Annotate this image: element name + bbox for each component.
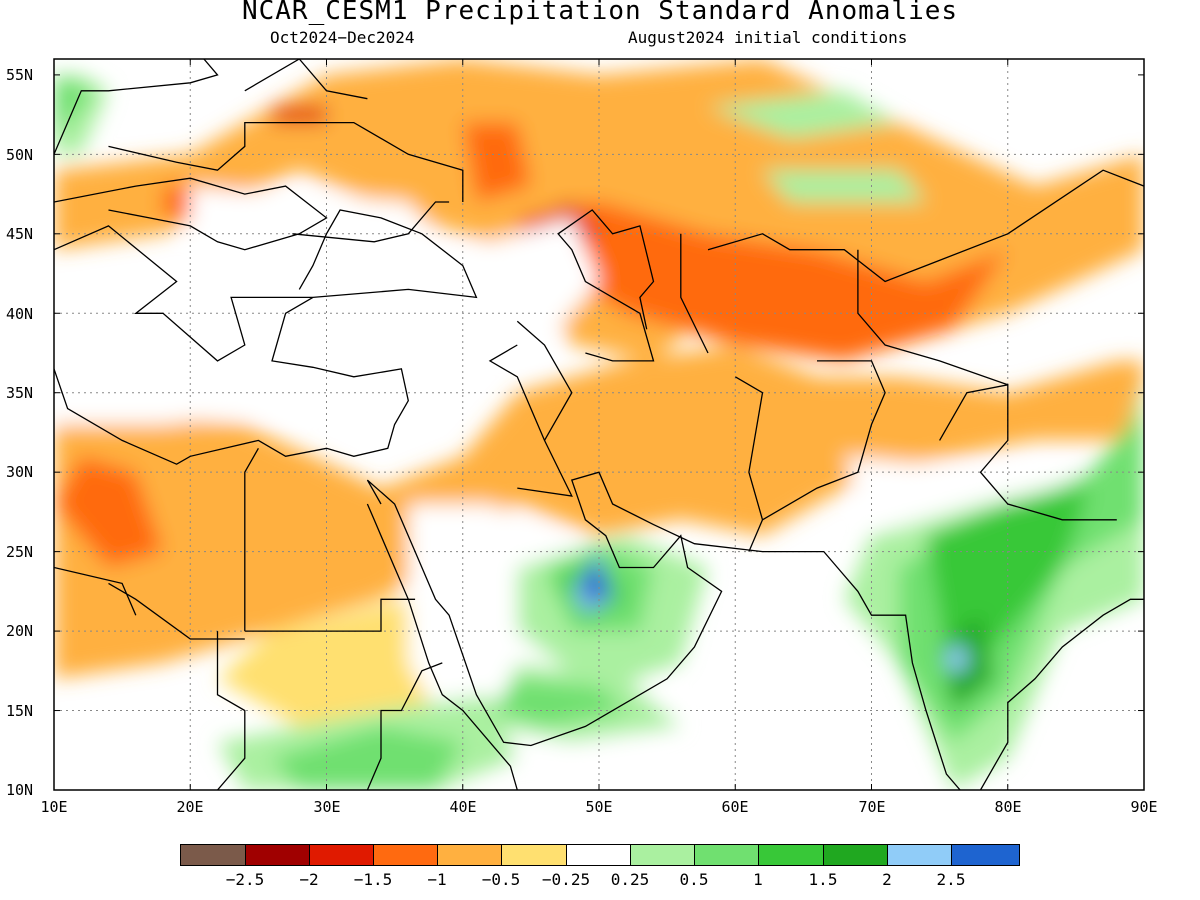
lat-label: 15N [6,702,34,720]
coastline [680,233,709,354]
coastline [979,598,1144,790]
colorbar-label: −2.5 [225,870,265,889]
lat-label: 30N [6,463,34,481]
coastline [54,59,219,155]
lat-label: 45N [6,225,34,243]
coastline [366,503,518,790]
anomaly-region [946,647,967,671]
lon-label: 70E [858,798,886,816]
coastline [857,249,1009,386]
colorbar-swatch [566,844,631,866]
colorbar-swatch [245,844,310,866]
anomaly-region [579,558,610,606]
colorbar-swatch [951,844,1020,866]
lat-label: 50N [6,146,34,164]
coastline [244,447,259,632]
coastline [54,177,328,251]
colorbar-swatch [823,844,888,866]
colorbar-label: 1.5 [808,870,838,889]
lat-label: 10N [6,781,34,799]
coastline [54,566,137,616]
lon-label: 90E [1130,798,1158,816]
lon-label: 40E [449,798,477,816]
colorbar-label: 2 [882,870,892,889]
anomaly-region [708,90,899,139]
coastline [707,169,1144,283]
anomaly-region [272,106,327,123]
lat-label: 35N [6,384,34,402]
anomaly-region [462,122,531,202]
lon-label: 10E [40,798,68,816]
colorbar-label: 0.5 [679,870,709,889]
coastline [216,631,246,790]
lon-label: 50E [585,798,613,816]
coastline [762,360,886,521]
coastline [557,209,655,362]
lat-label: 20N [6,622,34,640]
coastline [244,598,416,632]
colorbar-label: −0.25 [541,870,591,889]
initial-conditions: August2024 initial conditions [628,28,908,47]
lon-label: 60E [721,798,749,816]
anomaly-region [54,456,163,568]
anomaly-region [490,678,627,727]
colorbar-label: −2 [299,870,319,889]
colorbar-label: −1 [427,870,447,889]
colorbar-swatch [887,844,952,866]
colorbar-swatch [630,844,695,866]
coastline [54,296,409,465]
colorbar-label: −1.5 [353,870,393,889]
colorbar-swatch [437,844,502,866]
colorbar-label: 1 [753,870,763,889]
coastline [516,320,573,441]
lon-label: 20E [176,798,204,816]
anomaly-region [272,726,463,790]
colorbar-label: −0.5 [481,870,521,889]
coastline [366,471,961,790]
map-title: NCAR_CESM1 Precipitation Standard Anomal… [241,0,959,26]
lon-label: 30E [313,798,341,816]
anomaly-region [54,345,1144,679]
colorbar-label: 0.25 [610,870,650,889]
anomaly-region [217,599,463,743]
coastline [366,662,443,790]
anomaly-region [517,202,1008,361]
coastline [939,384,1117,521]
colorbar-swatch [501,844,567,866]
lat-label: 40N [6,305,34,323]
forecast-period: Oct2024−Dec2024 [270,28,415,47]
coastline [488,344,573,497]
lat-label: 25N [6,543,34,561]
colorbar-swatch [180,844,246,866]
colorbar-swatch [373,844,438,866]
anomaly-region [190,186,436,250]
coastline [244,59,368,100]
colorbar-label: 2.5 [936,870,966,889]
coastline [292,201,450,243]
lat-label: 55N [6,66,34,84]
colorbar-swatch [309,844,374,866]
anomaly-region [762,170,926,202]
colorbar-swatch [758,844,824,866]
coastline [108,121,464,202]
coastline [734,376,764,552]
colorbar-swatch [694,844,759,866]
lon-label: 80E [994,798,1022,816]
